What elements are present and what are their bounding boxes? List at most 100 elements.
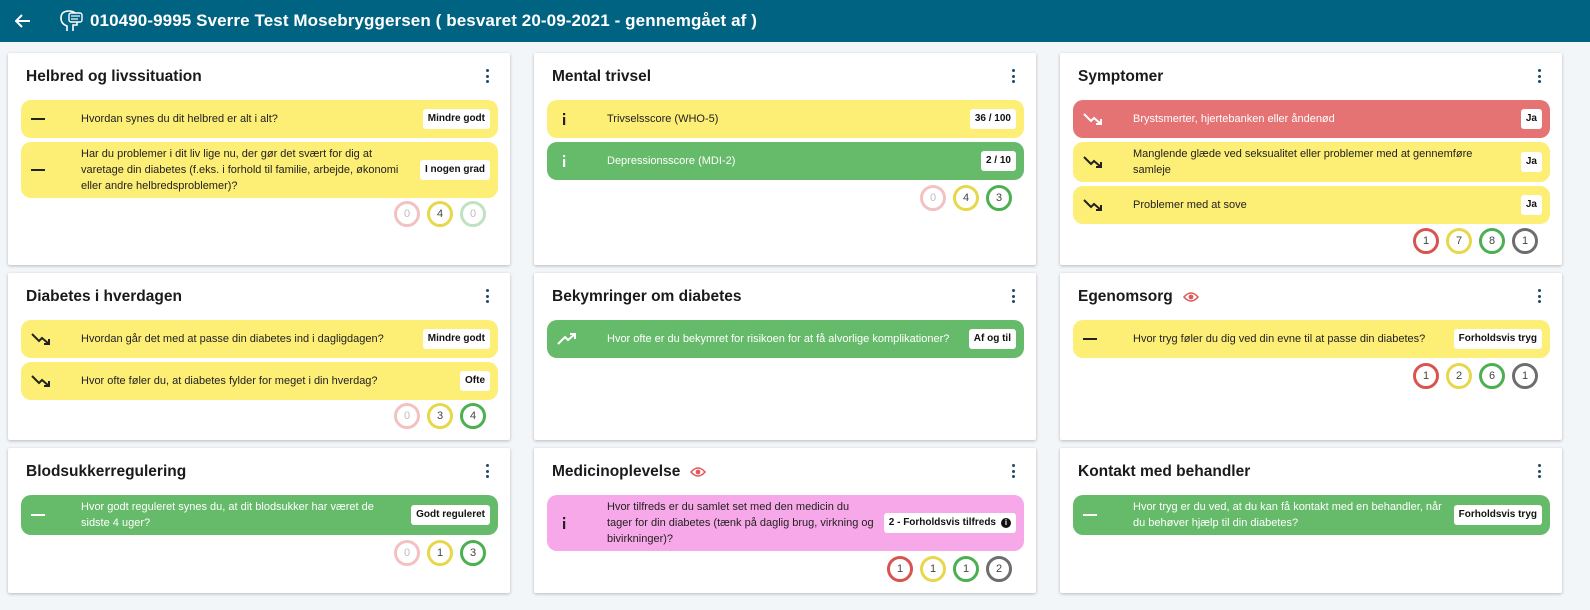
answer-badge[interactable]: 2 - Forholdsvis tilfreds i	[883, 513, 1016, 533]
score-counters: 0 3 4	[394, 403, 486, 429]
question-item[interactable]: Hvor godt reguleret synes du, at dit blo…	[21, 495, 498, 535]
eye-icon[interactable]	[690, 466, 706, 478]
question-text: Hvor tilfreds er du samlet set med den m…	[607, 501, 874, 545]
count-red: 0	[394, 540, 420, 566]
more-menu-icon[interactable]	[1536, 464, 1542, 478]
count-red: 0	[394, 201, 420, 227]
back-arrow-icon[interactable]	[12, 10, 34, 32]
trend-down-icon	[1083, 112, 1111, 126]
card-title: Kontakt med behandler	[1078, 463, 1251, 480]
answer-badge: Mindre godt	[422, 109, 490, 129]
question-text: Har du problemer i dit liv lige nu, der …	[81, 148, 399, 192]
question-text: Hvor ofte føler du, at diabetes fylder f…	[81, 375, 378, 387]
count-grey: 1	[1512, 363, 1538, 389]
trend-down-icon	[31, 332, 59, 346]
question-text: Problemer med at sove	[1133, 199, 1247, 211]
count-yellow: 1	[920, 556, 946, 582]
card-title: Blodsukkerregulering	[26, 463, 187, 480]
answer-badge-text: 2 - Forholdsvis tilfreds	[888, 517, 996, 528]
question-item[interactable]: Hvor tryg føler du dig ved din evne til …	[1073, 320, 1550, 358]
question-item[interactable]: Hvordan går det med at passe din diabete…	[21, 320, 498, 358]
top-bar: 010490-9995 Sverre Test Mosebryggersen (…	[0, 0, 1590, 42]
card-title: Bekymringer om diabetes	[552, 288, 742, 305]
card-kontakt: Kontakt med behandler Hvor tryg er du ve…	[1060, 448, 1562, 593]
question-text: Hvor godt reguleret synes du, at dit blo…	[81, 501, 374, 529]
page-title: 010490-9995 Sverre Test Mosebryggersen (…	[90, 11, 758, 30]
card-medicin: Medicinoplevelse Hvor tilfreds er du sam…	[534, 448, 1036, 593]
more-menu-icon[interactable]	[1010, 289, 1016, 303]
trend-down-icon	[1083, 198, 1111, 212]
question-item[interactable]: Hvor ofte føler du, at diabetes fylder f…	[21, 362, 498, 400]
answer-badge: Ofte	[460, 371, 490, 391]
count-green: 1	[953, 556, 979, 582]
count-yellow: 2	[1446, 363, 1472, 389]
card-title: Helbred og livssituation	[26, 68, 202, 85]
question-item[interactable]: Har du problemer i dit liv lige nu, der …	[21, 142, 498, 198]
answer-badge: Af og til	[968, 329, 1016, 349]
question-item[interactable]: Hvor tryg er du ved, at du kan få kontak…	[1073, 495, 1550, 535]
more-menu-icon[interactable]	[1010, 69, 1016, 83]
answer-badge: I nogen grad	[420, 160, 490, 180]
card-egenomsorg: Egenomsorg Hvor tryg føler du dig ved di…	[1060, 273, 1562, 440]
dash-icon	[31, 112, 59, 126]
count-green: 6	[1479, 363, 1505, 389]
dash-icon	[1083, 332, 1111, 346]
count-red: 1	[887, 556, 913, 582]
question-item[interactable]: Depressionsscore (MDI-2) 2 / 10	[547, 142, 1024, 180]
question-item[interactable]: Trivselsscore (WHO-5) 36 / 100	[547, 100, 1024, 138]
count-yellow: 7	[1446, 228, 1472, 254]
question-item[interactable]: Hvor tilfreds er du samlet set med den m…	[547, 495, 1024, 551]
answer-badge: Godt reguleret	[411, 505, 490, 525]
card-hverdag: Diabetes i hverdagen Hvordan går det med…	[8, 273, 510, 440]
more-menu-icon[interactable]	[484, 289, 490, 303]
dash-icon	[31, 163, 59, 177]
answer-badge: Ja	[1520, 109, 1542, 129]
info-icon	[557, 154, 585, 168]
count-yellow: 3	[427, 403, 453, 429]
info-circle-icon[interactable]: i	[1001, 518, 1011, 528]
answer-badge: 2 / 10	[980, 151, 1016, 171]
more-menu-icon[interactable]	[1010, 464, 1016, 478]
card-blodsukker: Blodsukkerregulering Hvor godt reguleret…	[8, 448, 510, 593]
count-red: 1	[1413, 228, 1439, 254]
more-menu-icon[interactable]	[484, 464, 490, 478]
card-title: Diabetes i hverdagen	[26, 288, 182, 305]
count-red: 1	[1413, 363, 1439, 389]
answer-badge: Ja	[1520, 195, 1542, 215]
question-text: Brystsmerter, hjertebanken eller åndenød	[1133, 113, 1335, 125]
count-green: 0	[460, 201, 486, 227]
score-counters: 1 7 8 1	[1413, 228, 1538, 254]
card-title: Mental trivsel	[552, 68, 652, 85]
question-text: Hvor tryg er du ved, at du kan få kontak…	[1133, 501, 1442, 529]
dash-icon	[1083, 508, 1111, 522]
question-item[interactable]: Brystsmerter, hjertebanken eller åndenød…	[1073, 100, 1550, 138]
question-item[interactable]: Hvordan synes du dit helbred er alt i al…	[21, 100, 498, 138]
info-icon	[557, 112, 585, 126]
count-green: 4	[460, 403, 486, 429]
count-yellow: 4	[427, 201, 453, 227]
count-grey: 1	[1512, 228, 1538, 254]
score-counters: 0 1 3	[394, 540, 486, 566]
count-yellow: 1	[427, 540, 453, 566]
more-menu-icon[interactable]	[484, 69, 490, 83]
count-green: 8	[1479, 228, 1505, 254]
question-item[interactable]: Manglende glæde ved seksualitet eller pr…	[1073, 142, 1550, 182]
more-menu-icon[interactable]	[1536, 69, 1542, 83]
eye-icon[interactable]	[1183, 291, 1199, 303]
question-text: Depressionsscore (MDI-2)	[607, 155, 736, 167]
count-grey: 2	[986, 556, 1012, 582]
answer-badge: Mindre godt	[422, 329, 490, 349]
question-item[interactable]: Hvor ofte er du bekymret for risikoen fo…	[547, 320, 1024, 358]
question-item[interactable]: Problemer med at sove Ja	[1073, 186, 1550, 224]
card-bekymringer: Bekymringer om diabetes Hvor ofte er du …	[534, 273, 1036, 440]
count-red: 0	[394, 403, 420, 429]
question-text: Hvordan går det med at passe din diabete…	[81, 333, 384, 345]
more-menu-icon[interactable]	[1536, 289, 1542, 303]
card-helbred: Helbred og livssituation Hvordan synes d…	[8, 53, 510, 265]
trend-down-icon	[1083, 155, 1111, 169]
card-title: Symptomer	[1078, 68, 1164, 85]
card-title: Medicinoplevelse	[552, 463, 681, 480]
answer-badge: Ja	[1520, 152, 1542, 172]
count-green: 3	[986, 185, 1012, 211]
dash-icon	[31, 508, 59, 522]
